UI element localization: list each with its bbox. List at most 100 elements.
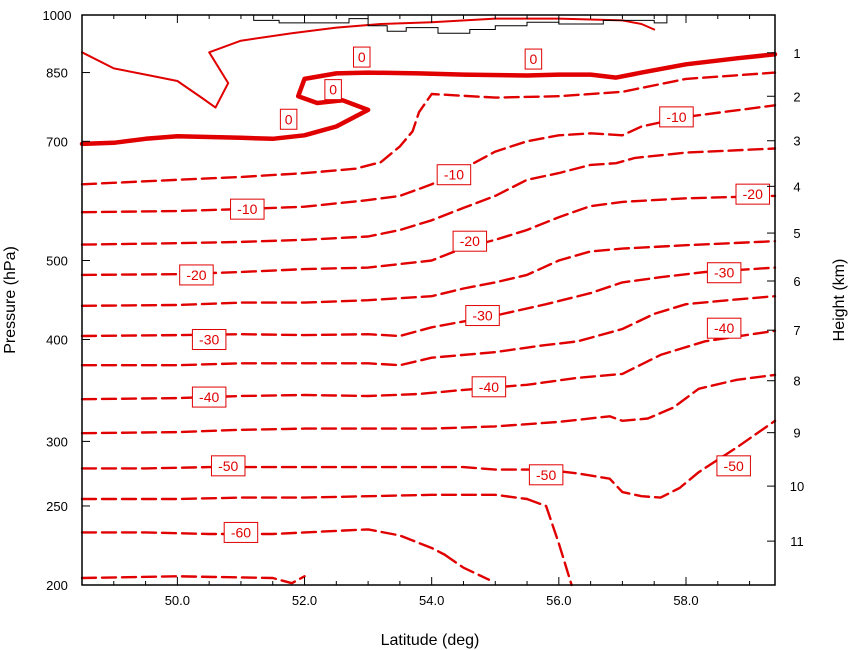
contour-label-box — [452, 230, 488, 252]
contour-label: -60 — [223, 521, 259, 543]
contour-label-box — [659, 106, 694, 128]
x-tick-label: 56.0 — [546, 593, 571, 608]
contour-label: 0 — [279, 108, 298, 130]
contour-label-text: -30 — [472, 308, 492, 324]
contour-label-box — [706, 262, 742, 284]
terrain-profile — [253, 15, 668, 34]
contour-label: 0 — [524, 48, 543, 70]
contour-label-text: 0 — [285, 111, 293, 127]
y2-axis: 1 2 3 4 5 6 7 8 9 10 11 — [767, 46, 804, 549]
contour-line--10-14 — [80, 71, 777, 186]
contour-label-box — [230, 198, 265, 220]
contour-line--10-12 — [80, 147, 777, 246]
y2-tick-label: 9 — [793, 426, 800, 441]
contour-label-box — [179, 264, 214, 286]
contour-label-box — [223, 521, 259, 543]
contour-label: -20 — [735, 183, 770, 205]
contour-label-box — [352, 46, 371, 68]
contour-label-box — [706, 317, 742, 339]
contour-label-box — [279, 108, 298, 130]
contour-label-box — [471, 376, 507, 398]
contour-line-0-16 — [81, 17, 656, 109]
contour-label-text: -10 — [666, 109, 686, 125]
y-tick-label: 850 — [46, 66, 68, 81]
x-tick-label: 54.0 — [419, 593, 444, 608]
contour-label-text: -20 — [460, 233, 480, 249]
contour-label-box — [324, 79, 342, 101]
contour-label: -50 — [528, 464, 564, 486]
contour-line--40-6 — [80, 373, 777, 435]
contour-label-box — [716, 455, 751, 477]
contour-label-text: -50 — [724, 458, 744, 474]
contour-line--20-10 — [80, 240, 777, 307]
contour-label-box — [735, 183, 770, 205]
y-tick-label: 200 — [46, 578, 68, 593]
contour-label: -10 — [659, 106, 694, 128]
contour-line--60-0 — [80, 528, 446, 556]
contour-label-text: -10 — [237, 201, 257, 217]
contour-line--40-7 — [80, 329, 777, 401]
y-tick-label: 300 — [46, 434, 68, 449]
contour-label-text: -30 — [714, 265, 734, 281]
contour-label-text: -30 — [199, 332, 219, 348]
contour-line--30-9 — [80, 266, 777, 338]
contour-label-text: -40 — [199, 389, 219, 405]
x-tick-label: 50.0 — [165, 593, 190, 608]
contour-label: -30 — [465, 305, 500, 327]
contour-label: -20 — [179, 264, 214, 286]
contour-label: -10 — [230, 198, 265, 220]
y-tick-label: 1000 — [43, 8, 72, 23]
contour-label: -10 — [436, 164, 472, 186]
y2-axis-title: Height (km) — [831, 259, 848, 342]
y2-tick-label: 5 — [793, 226, 800, 241]
contour-label-text: 0 — [358, 49, 366, 65]
y2-tick-label: 3 — [793, 134, 800, 149]
contour-label: -50 — [210, 455, 246, 477]
contour-label-text: 0 — [329, 82, 337, 98]
contour-label-box — [528, 464, 564, 486]
y2-tick-label: 11 — [790, 534, 804, 549]
y2-tick-label: 4 — [793, 179, 800, 194]
x-tick-label: 52.0 — [292, 593, 317, 608]
terrain-outline — [253, 15, 668, 34]
contour-label-box — [191, 386, 227, 408]
contour-label: -30 — [191, 329, 227, 351]
y2-tick-label: 1 — [793, 46, 800, 61]
x-axis: 50.0 52.0 54.0 56.0 58.0 — [81, 15, 751, 608]
contour-label: -20 — [452, 230, 488, 252]
contour-label-box — [465, 305, 500, 327]
contour-label-text: -50 — [218, 458, 238, 474]
contour-label-text: -10 — [444, 167, 464, 183]
contour-label: -40 — [706, 317, 742, 339]
y2-tick-label: 10 — [790, 479, 804, 494]
y-axis: 200 250 300 400 500 700 850 1000 — [43, 8, 90, 593]
contour-line-0-15 — [79, 52, 778, 147]
y-tick-label: 250 — [46, 499, 68, 514]
contour-label: -50 — [716, 455, 751, 477]
y2-tick-label: 7 — [793, 323, 800, 338]
y2-tick-label: 8 — [793, 374, 800, 389]
contour-line--60-3 — [525, 497, 573, 587]
contour-label-box — [436, 164, 472, 186]
x-axis-title: Latitude (deg) — [381, 632, 480, 649]
contour-label-box — [210, 455, 246, 477]
contour-label-text: 0 — [530, 51, 538, 67]
y2-tick-label: 2 — [793, 89, 800, 104]
y-tick-label: 400 — [46, 333, 68, 348]
contour-labels: -60 -50 -50 -50 -40 -40 -40 -30 -30 -30 -20 -20 -20 -… — [179, 46, 770, 543]
contour-label-text: -40 — [714, 320, 734, 336]
contour-label-text: -50 — [536, 467, 556, 483]
y-tick-label: 700 — [46, 134, 68, 149]
contour-label-text: -60 — [231, 524, 251, 540]
contour-label: 0 — [324, 79, 342, 101]
contour-label: 0 — [352, 46, 371, 68]
y-tick-label: 500 — [46, 253, 68, 268]
y-axis-title: Pressure (hPa) — [2, 246, 19, 354]
contour-label-box — [524, 48, 543, 70]
contour-label-text: -20 — [743, 186, 763, 202]
contour-line--60-2 — [443, 553, 491, 581]
x-tick-label: 58.0 — [673, 593, 698, 608]
contour-line--50-4 — [80, 493, 529, 501]
contour-label-text: -40 — [479, 379, 499, 395]
